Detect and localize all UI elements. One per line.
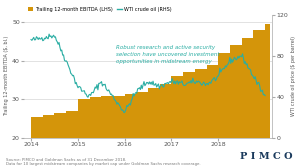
Text: P I M C O: P I M C O: [240, 152, 292, 161]
Text: Source: PIMCO and Goldman Sachs as of 31 December 2018.
Data for 10 largest mids: Source: PIMCO and Goldman Sachs as of 31…: [6, 158, 201, 166]
Y-axis label: Trailing 12-month EBITDA ($, bl.): Trailing 12-month EBITDA ($, bl.): [4, 36, 9, 116]
Y-axis label: WTI crude oil price ($ per barrel): WTI crude oil price ($ per barrel): [291, 36, 296, 116]
Legend: Trailing 12-month EBITDA (LHS), WTI crude oil (RHS): Trailing 12-month EBITDA (LHS), WTI crud…: [26, 5, 173, 14]
Text: Robust research and active security
selection have uncovered investment
opportun: Robust research and active security sele…: [116, 46, 219, 64]
